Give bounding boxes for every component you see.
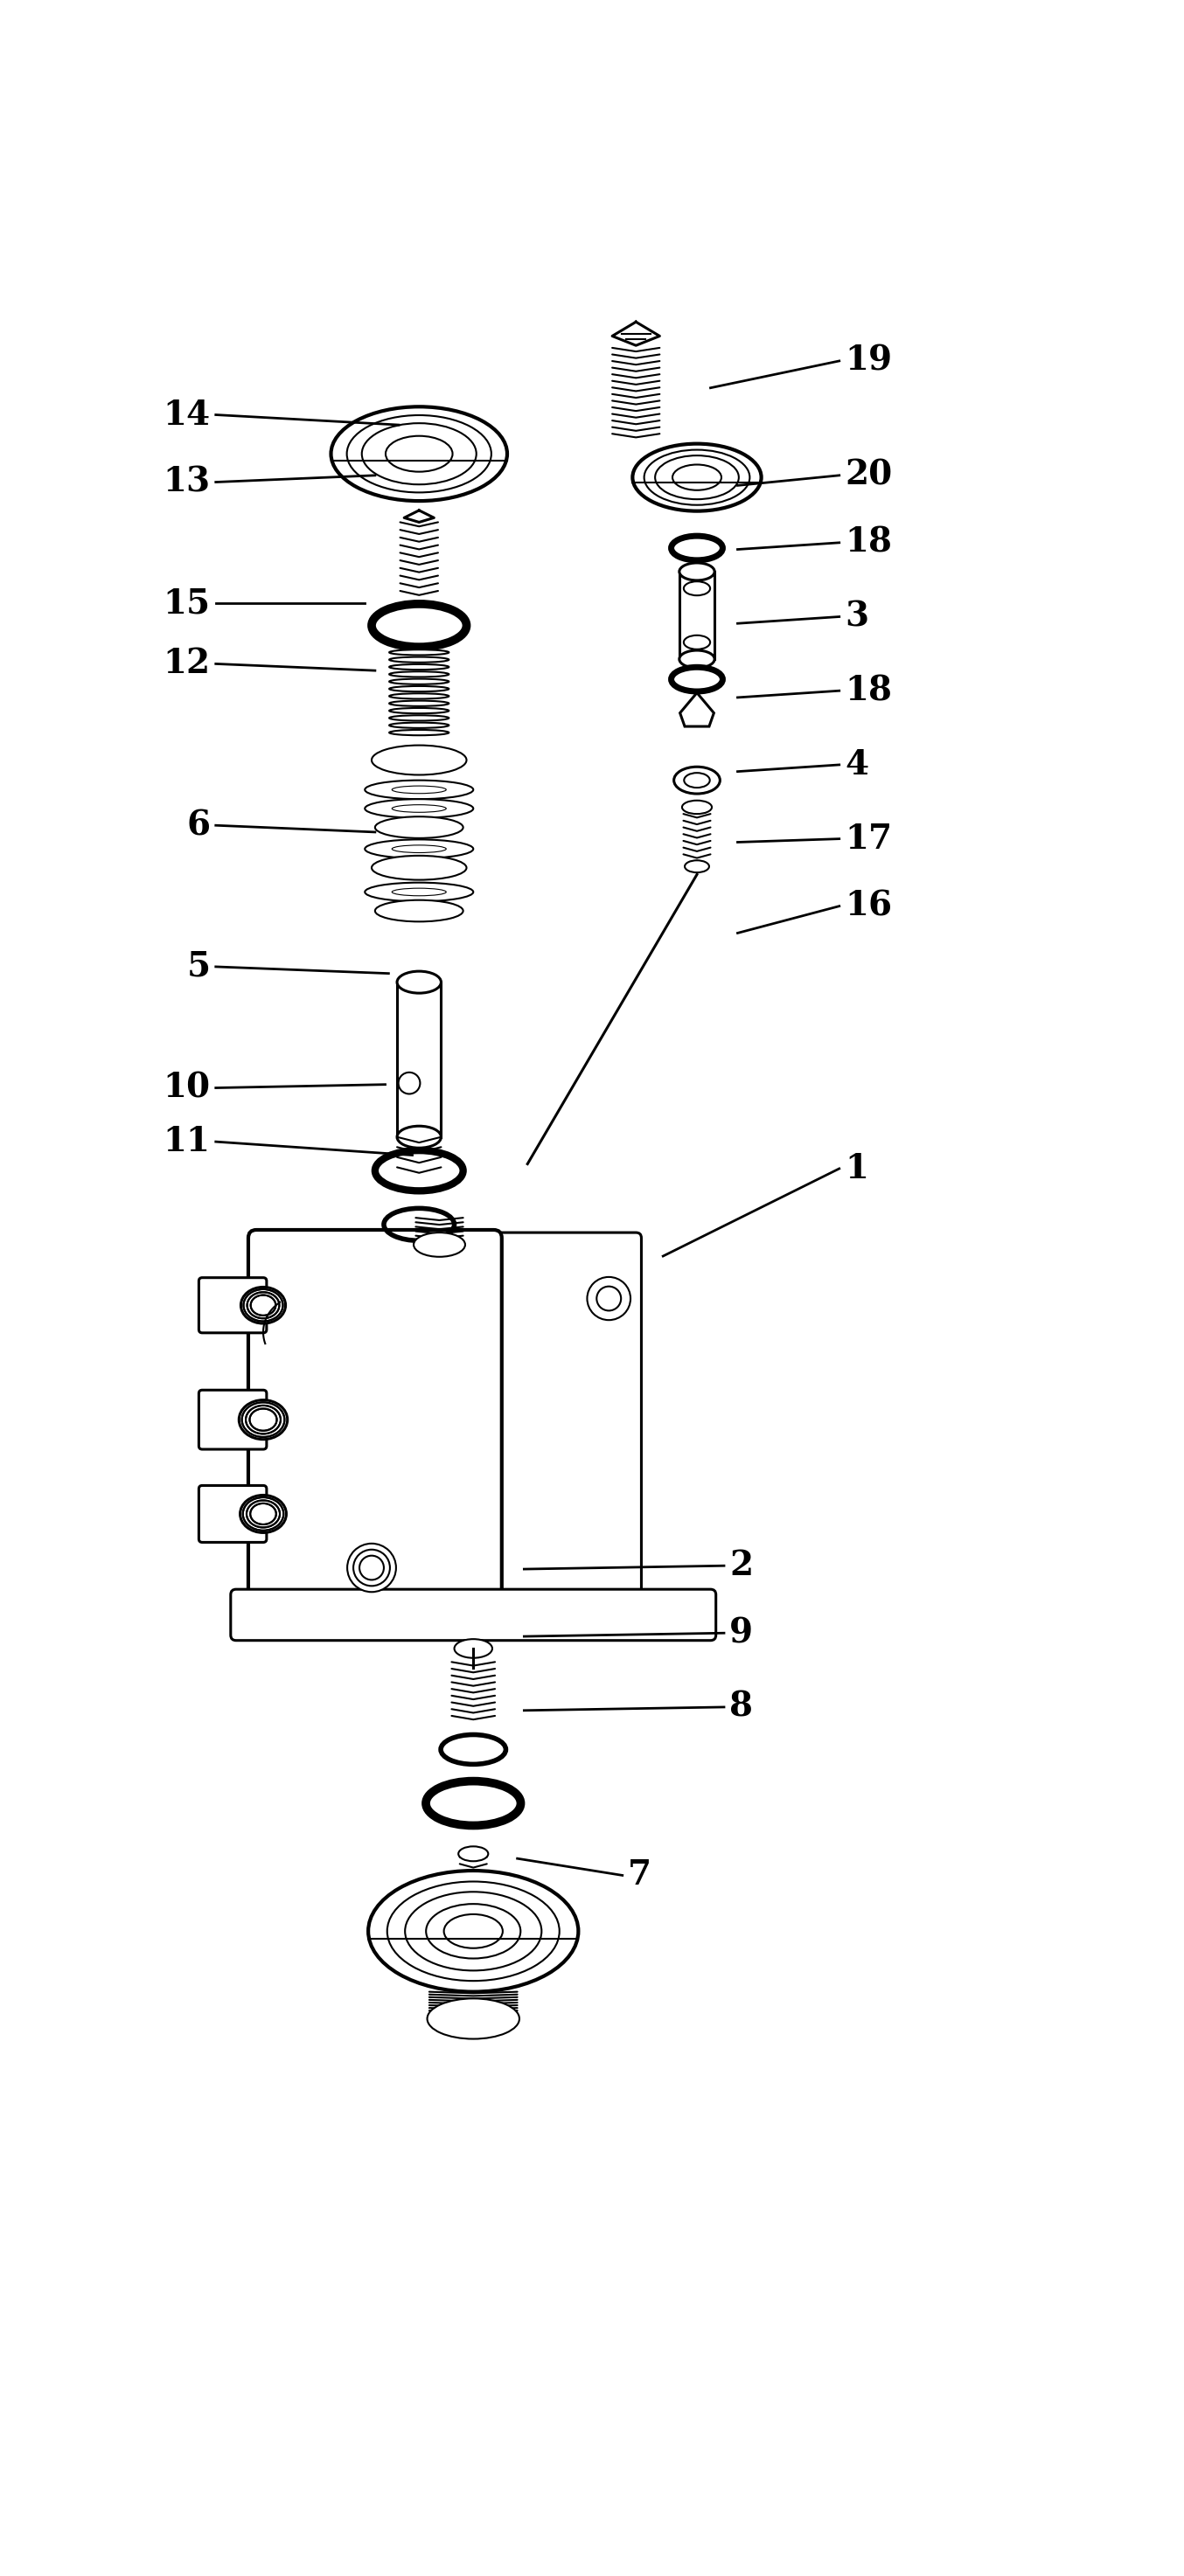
Ellipse shape [368,1870,578,1991]
Ellipse shape [390,701,449,706]
Text: 12: 12 [163,647,211,680]
Ellipse shape [397,1126,442,1149]
Circle shape [347,1543,395,1592]
FancyBboxPatch shape [231,1589,716,1641]
FancyBboxPatch shape [199,1486,266,1543]
Ellipse shape [240,1288,285,1324]
Ellipse shape [375,817,463,837]
Ellipse shape [684,773,710,788]
Text: 18: 18 [844,675,892,708]
Text: 9: 9 [729,1615,753,1649]
Ellipse shape [372,855,466,881]
Ellipse shape [397,971,442,994]
Ellipse shape [674,768,720,793]
Text: 11: 11 [163,1126,211,1159]
Ellipse shape [413,1231,465,1257]
Ellipse shape [332,407,507,500]
Ellipse shape [673,464,721,489]
Text: 13: 13 [163,466,211,500]
Text: 7: 7 [628,1860,651,1891]
Ellipse shape [390,657,449,662]
Ellipse shape [458,1847,488,1862]
Text: 3: 3 [844,600,868,634]
Ellipse shape [444,1914,503,1947]
Ellipse shape [365,799,474,819]
Ellipse shape [390,672,449,677]
Ellipse shape [390,716,449,721]
Ellipse shape [632,443,761,510]
Circle shape [587,1278,631,1319]
Ellipse shape [390,665,449,670]
Text: 19: 19 [844,345,892,379]
Ellipse shape [390,680,449,685]
Text: 6: 6 [187,809,211,842]
Circle shape [597,1285,622,1311]
Ellipse shape [390,649,449,654]
Ellipse shape [680,564,715,580]
Ellipse shape [375,899,463,922]
Text: 5: 5 [187,951,211,984]
Ellipse shape [390,729,449,734]
Ellipse shape [365,781,474,799]
FancyBboxPatch shape [249,1229,502,1631]
Ellipse shape [680,649,715,667]
Ellipse shape [240,1494,287,1533]
Polygon shape [680,693,714,726]
Ellipse shape [365,884,474,902]
Ellipse shape [239,1399,288,1440]
Text: 10: 10 [163,1072,211,1105]
Circle shape [398,1072,420,1095]
Text: 2: 2 [729,1548,753,1582]
Text: 18: 18 [844,526,892,559]
Ellipse shape [682,801,712,814]
FancyBboxPatch shape [199,1278,266,1332]
Text: 16: 16 [844,889,892,922]
Ellipse shape [455,1638,493,1659]
Ellipse shape [390,693,449,698]
Text: 1: 1 [844,1151,868,1185]
Ellipse shape [390,708,449,714]
FancyBboxPatch shape [199,1391,266,1450]
Text: 8: 8 [729,1690,753,1723]
Text: 17: 17 [844,822,892,855]
Ellipse shape [684,860,709,873]
Ellipse shape [386,435,452,471]
Ellipse shape [372,744,466,775]
Ellipse shape [427,1999,520,2038]
Text: 20: 20 [844,459,892,492]
Text: 14: 14 [163,399,211,430]
Ellipse shape [390,721,449,729]
Ellipse shape [365,840,474,858]
Ellipse shape [390,685,449,690]
Text: 4: 4 [844,747,868,781]
Text: 15: 15 [163,587,211,621]
FancyBboxPatch shape [482,1231,642,1628]
